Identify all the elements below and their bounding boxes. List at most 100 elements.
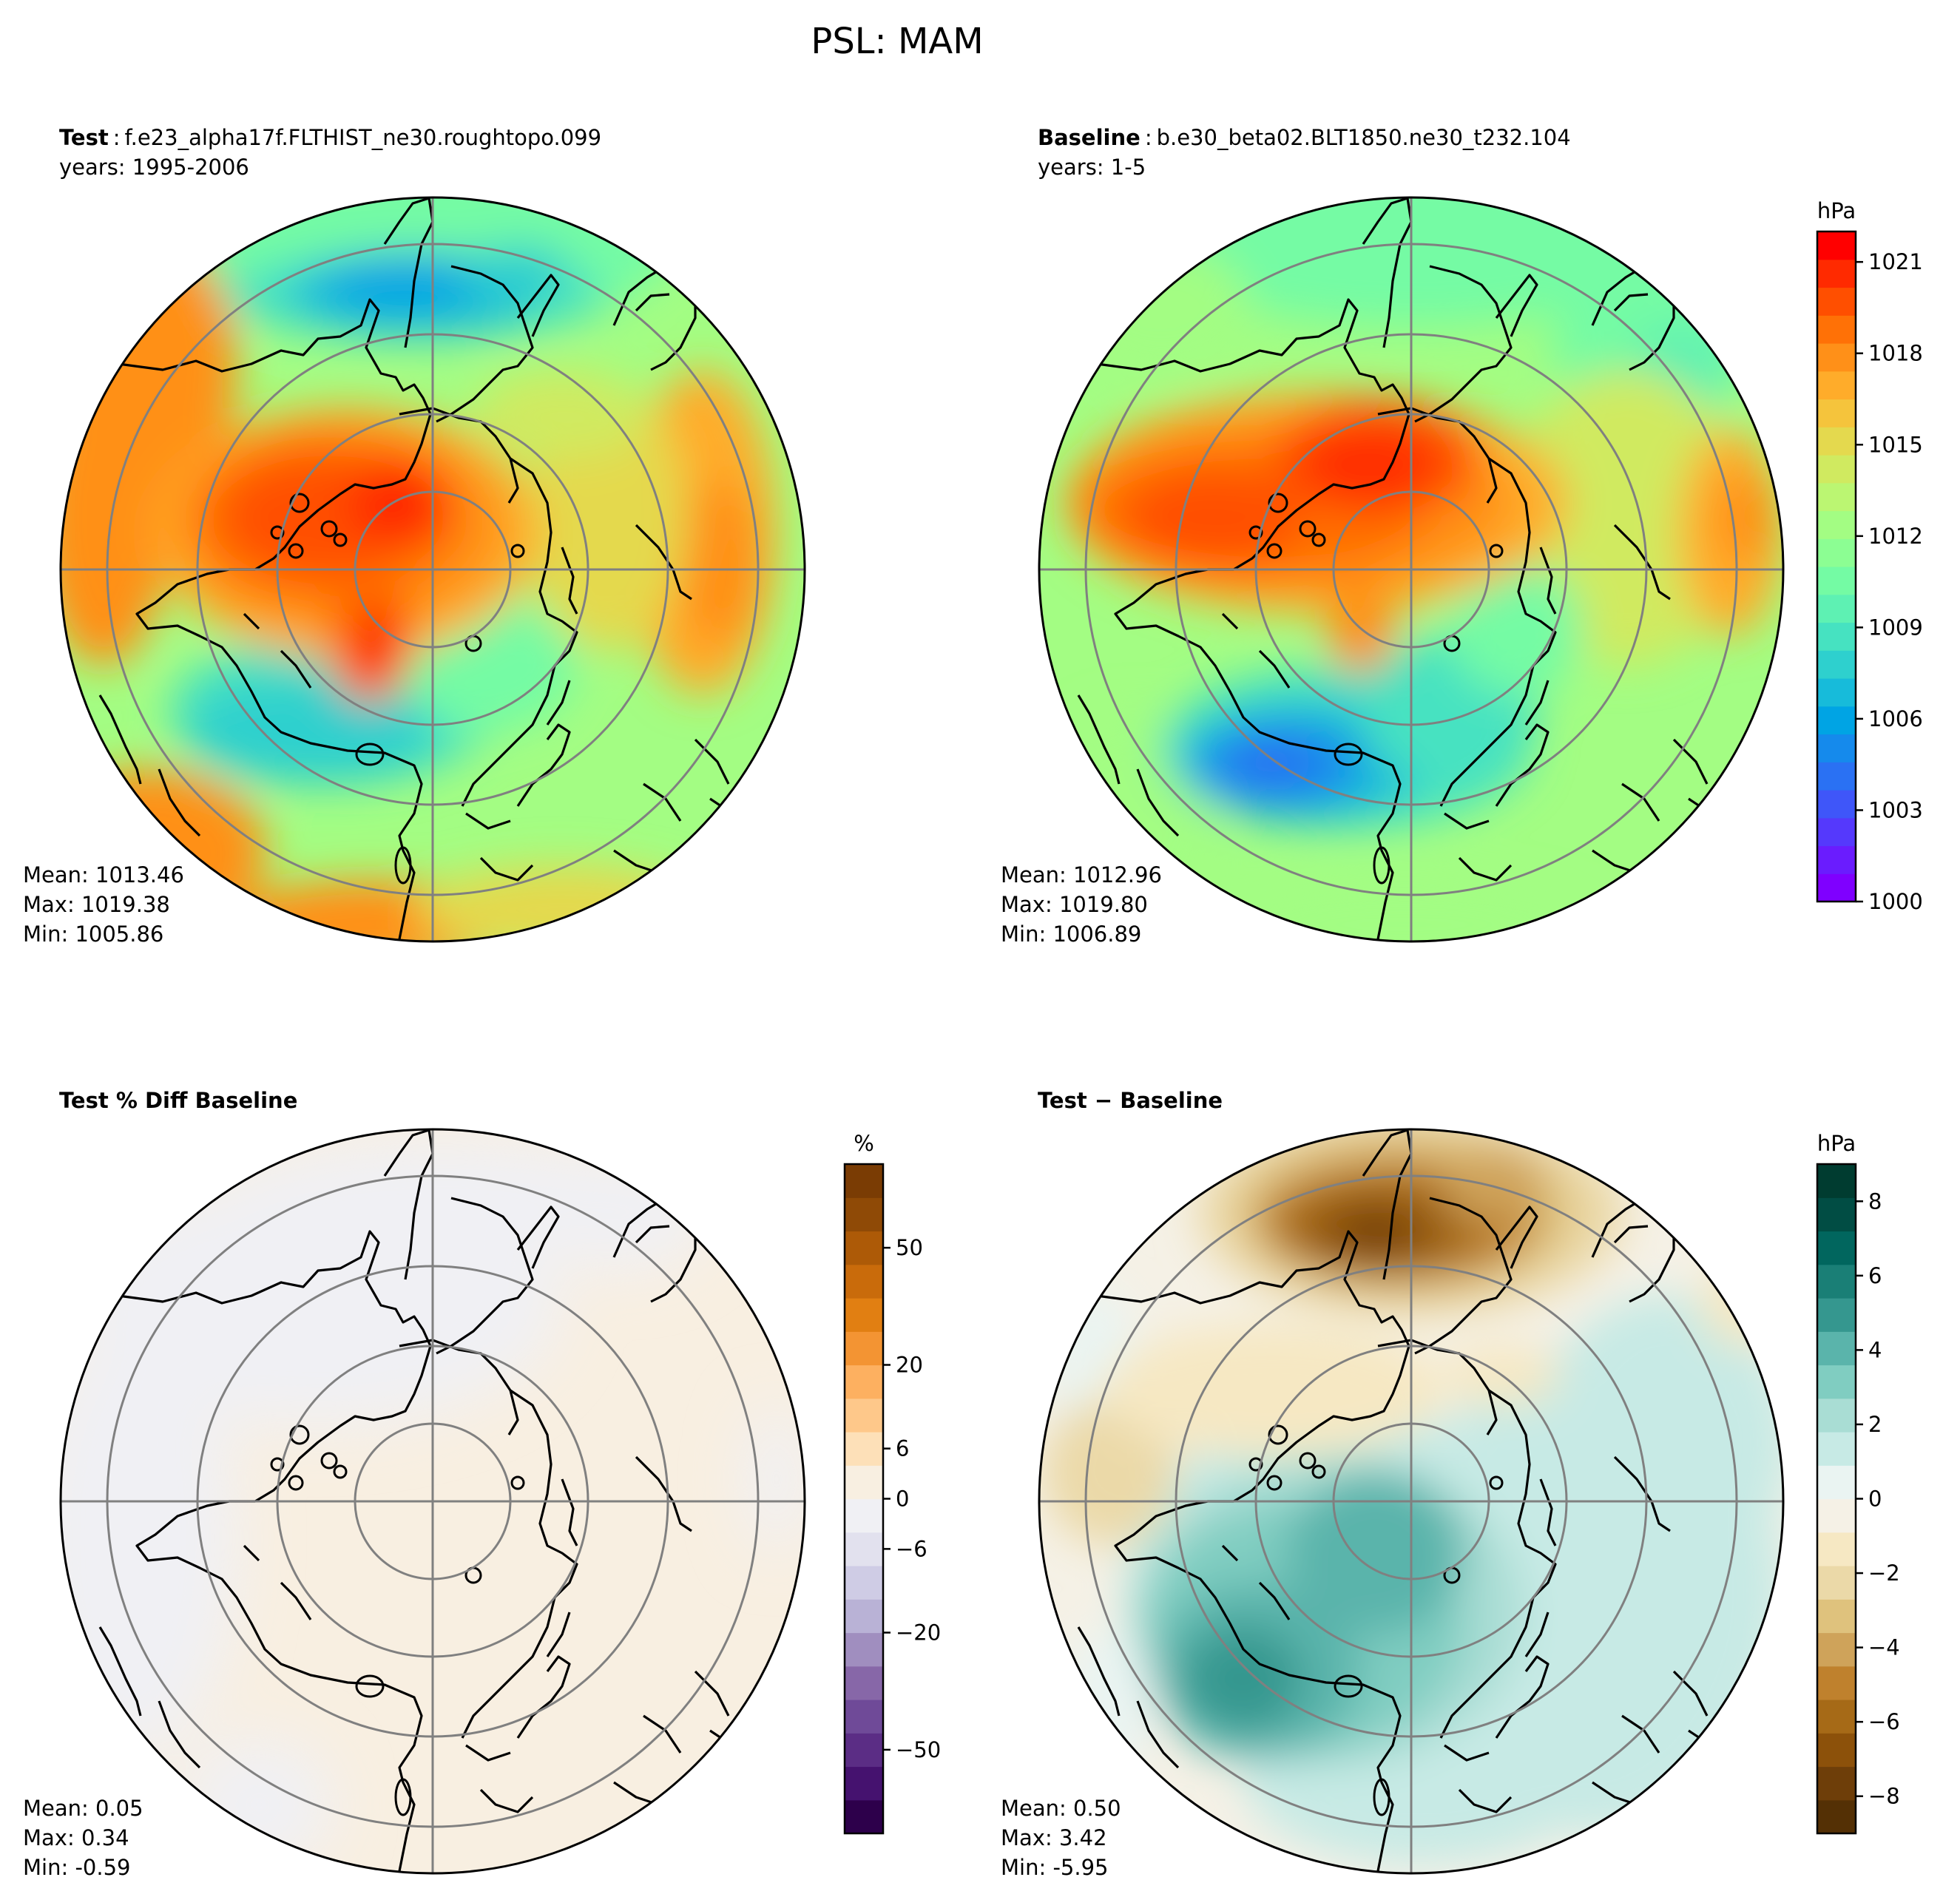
colorbar-pct-tick-label: 50 <box>896 1235 923 1260</box>
colorbar-abs-tick-label: 1000 <box>1868 889 1923 914</box>
colorbar-abs-segment <box>1817 455 1856 484</box>
test-stat-min: Min: 1005.86 <box>23 922 163 947</box>
colorbar-pct-segment <box>845 1766 883 1801</box>
diff-coastlines <box>1077 1129 1734 1872</box>
diff-map-frame <box>1038 1128 1785 1875</box>
colorbar-pct-tick-label: −50 <box>896 1737 941 1762</box>
panel-diff-title: Test − Baseline <box>1038 1088 1223 1113</box>
test-map-frame <box>59 196 806 943</box>
colorbar-abs-segment <box>1817 427 1856 456</box>
colorbar-pct-segment <box>845 1331 883 1366</box>
test-islands <box>270 493 525 885</box>
colorbar-pct-segment <box>845 1432 883 1466</box>
colorbar-pct-segment <box>845 1164 883 1198</box>
colorbar-abs-segment <box>1817 734 1856 762</box>
colorbar-diff-tick-label: 2 <box>1868 1412 1882 1437</box>
test-map-field <box>61 197 805 941</box>
panel-test-title: Test: f.e23_alpha17f.FLTHIST_ne30.roughto… <box>59 125 601 150</box>
colorbar-diff-tick-label: −8 <box>1868 1784 1900 1809</box>
pctdiff-stat-min: Min: -0.59 <box>23 1855 130 1880</box>
colorbar-pct-segment <box>845 1733 883 1768</box>
pctdiff-stat-mean: Mean: 0.05 <box>23 1796 143 1821</box>
colorbar-pct-segment <box>845 1197 883 1232</box>
baseline-islands <box>1248 493 1504 885</box>
colorbar-pct-segment <box>845 1532 883 1566</box>
test-coastlines <box>98 197 755 940</box>
colorbar-diff-segment <box>1817 1799 1856 1834</box>
colorbar-abs-segment <box>1817 510 1856 539</box>
colorbar-abs-segment <box>1817 762 1856 791</box>
colorbar-abs-tick-label: 1012 <box>1868 524 1923 549</box>
colorbar-abs-segment <box>1817 678 1856 707</box>
colorbar-abs-segment <box>1817 650 1856 679</box>
colorbar-diff-segment <box>1817 1532 1856 1566</box>
diff-gridlines <box>1039 1129 1783 1873</box>
colorbar-diff-segment <box>1817 1164 1856 1198</box>
colorbar-diff-label: hPa <box>1817 1131 1856 1156</box>
colorbar-pct-tick-label: 0 <box>896 1487 909 1512</box>
colorbar-abs-segment <box>1817 259 1856 288</box>
figure-title: PSL: MAM <box>811 21 983 62</box>
panel-diff: Test − Baseline <box>1001 1088 1785 1880</box>
colorbar-abs-tick-label: 1009 <box>1868 615 1923 640</box>
colorbar-pct-segment <box>845 1398 883 1433</box>
colorbar-pct-segment <box>845 1498 883 1533</box>
colorbar-pct: % −50 −20 −6 0 6 20 50 <box>843 1131 941 1835</box>
test-stat-max: Max: 1019.38 <box>23 892 170 917</box>
pctdiff-stat-max: Max: 0.34 <box>23 1825 129 1850</box>
colorbar-abs-segment <box>1817 706 1856 735</box>
colorbar-diff-segment <box>1817 1498 1856 1533</box>
baseline-stat-mean: Mean: 1012.96 <box>1001 862 1162 887</box>
colorbar-diff-segment <box>1817 1733 1856 1768</box>
colorbar-pct-segment <box>845 1231 883 1265</box>
colorbar-diff-segment <box>1817 1231 1856 1265</box>
test-stat-mean: Mean: 1013.46 <box>23 862 184 887</box>
panel-baseline: Baseline: b.e30_beta02.BLT1850.ne30_t232.… <box>1001 125 1785 947</box>
colorbar-abs-frame <box>1816 230 1857 903</box>
colorbar-pct-segment <box>845 1700 883 1734</box>
colorbar-diff-segment <box>1817 1666 1856 1700</box>
colorbar-diff: hPa −8 −6 −4 −2 0 2 4 6 8 <box>1816 1131 1900 1835</box>
colorbar-diff-segment <box>1817 1432 1856 1466</box>
colorbar-diff-tick-label: 8 <box>1868 1188 1882 1214</box>
colorbar-pct-segment <box>845 1799 883 1834</box>
colorbar-abs-segment <box>1817 287 1856 316</box>
colorbar-pct-segment <box>845 1264 883 1299</box>
colorbar-abs-segment <box>1817 231 1856 260</box>
colorbar-diff-segment <box>1817 1599 1856 1634</box>
baseline-map-frame <box>1038 196 1785 943</box>
colorbar-diff-segment <box>1817 1566 1856 1600</box>
colorbar-pct-label: % <box>854 1131 874 1156</box>
colorbar-abs-tick-label: 1021 <box>1868 249 1923 274</box>
colorbar-abs-segment <box>1817 538 1856 567</box>
colorbar-pct-segment <box>845 1599 883 1634</box>
colorbar-pct-tick-label: −6 <box>896 1536 927 1561</box>
panel-test: Test: f.e23_alpha17f.FLTHIST_ne30.roughto… <box>23 125 806 947</box>
colorbar-diff-tick-label: 6 <box>1868 1263 1882 1288</box>
diff-stat-mean: Mean: 0.50 <box>1001 1796 1121 1821</box>
colorbar-diff-segment <box>1817 1298 1856 1332</box>
pctdiff-coastlines <box>98 1129 755 1872</box>
colorbar-diff-tick-label: −4 <box>1868 1635 1900 1660</box>
colorbar-pct-segment <box>845 1566 883 1600</box>
colorbar-abs-segment <box>1817 817 1856 847</box>
colorbar-diff-tick-label: −2 <box>1868 1560 1900 1586</box>
colorbar-diff-segment <box>1817 1331 1856 1366</box>
panel-test-subtitle: years: 1995-2006 <box>59 155 249 180</box>
baseline-gridlines <box>1039 197 1783 941</box>
panel-pctdiff: Test % Diff Baseline <box>23 1088 806 1880</box>
pctdiff-islands <box>270 1424 525 1816</box>
colorbar-diff-segment <box>1817 1398 1856 1433</box>
colorbar-abs-segment <box>1817 790 1856 819</box>
baseline-stat-min: Min: 1006.89 <box>1001 922 1141 947</box>
test-gridlines <box>61 197 805 941</box>
colorbar-diff-segment <box>1817 1264 1856 1299</box>
baseline-stat-max: Max: 1019.80 <box>1001 892 1148 917</box>
colorbar-abs-segment <box>1817 622 1856 651</box>
pctdiff-gridlines <box>61 1129 805 1873</box>
panel-baseline-subtitle: years: 1-5 <box>1038 155 1146 180</box>
colorbar-abs-segment <box>1817 315 1856 344</box>
colorbar-abs-segment <box>1817 594 1856 623</box>
colorbar-abs-segment <box>1817 399 1856 427</box>
